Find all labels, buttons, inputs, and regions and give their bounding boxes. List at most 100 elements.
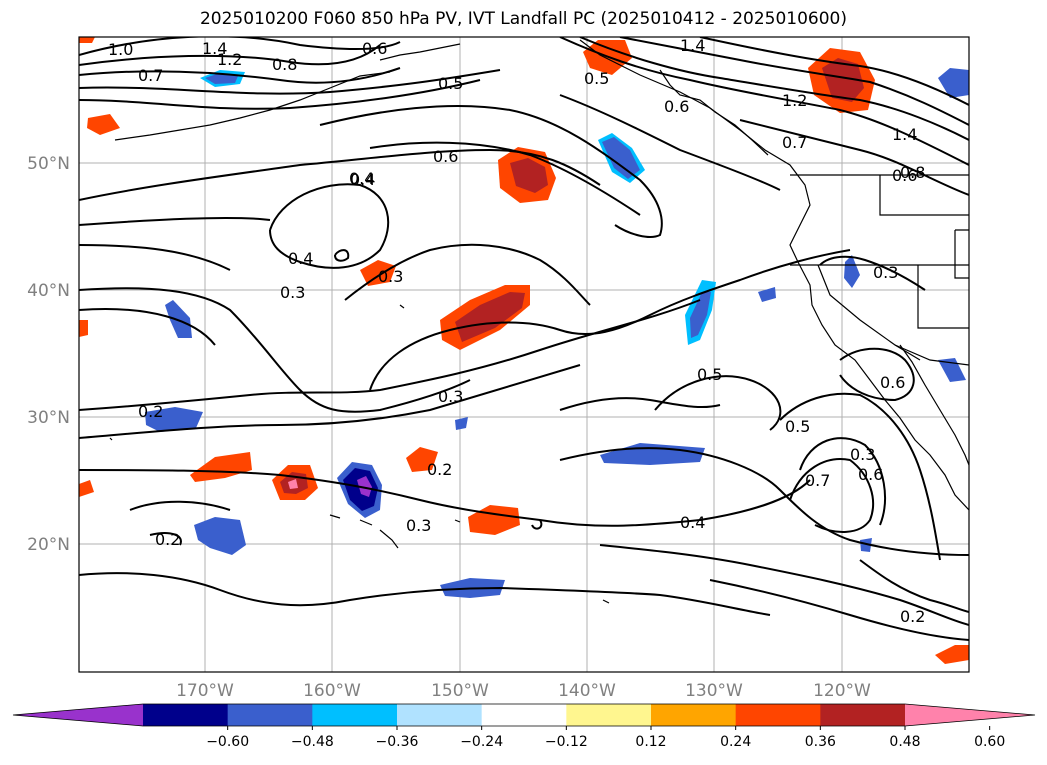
lat-tick-label: 30°N	[27, 408, 70, 428]
contour-label: 0.2	[138, 402, 163, 421]
lon-tick-labels: 170°W 160°W 150°W 140°W 130°W 120°W	[176, 681, 871, 701]
lon-tick-label: 130°W	[685, 681, 743, 701]
shade-pos-5b	[455, 292, 525, 342]
contour-label: 0.3	[438, 387, 463, 406]
shade-pos-1	[583, 40, 632, 75]
contour-label: 0.6	[880, 373, 905, 392]
colorbar-segment	[735, 704, 821, 726]
shade-pos-11	[79, 480, 94, 497]
lat-tick-labels: 50°N 40°N 30°N 20°N	[27, 154, 70, 555]
shade-pos-14	[79, 37, 95, 43]
colorbar-outline	[12, 703, 1036, 727]
shade-pos-6	[360, 260, 396, 286]
contour-label: 0.2	[427, 460, 452, 479]
colorbar-tick-label: 0.24	[720, 734, 751, 750]
contour-label: 0.5	[697, 365, 722, 384]
lon-tick-label: 120°W	[813, 681, 871, 701]
shade-pos-4	[87, 114, 120, 135]
contour-label: 0.8	[900, 163, 925, 182]
contour-label: 0.6	[892, 166, 917, 185]
shade-neg-9b	[690, 292, 711, 338]
shade-neg-2b	[602, 137, 640, 179]
lon-tick-label: 140°W	[558, 681, 616, 701]
colorbar-segment	[566, 704, 652, 726]
border-states-3	[817, 264, 921, 361]
contour-labels: 1.0 1.4 1.2 0.8 0.6 1.4 0.7 0.5 0.5 0.6 …	[108, 36, 925, 626]
contour-label: 1.0	[108, 40, 133, 59]
small-isle-3	[399, 304, 405, 309]
shade-neg-6c	[357, 476, 372, 497]
contour-label: 1.4	[202, 39, 227, 58]
shade-neg-5	[194, 517, 246, 555]
shade-neg-13	[938, 358, 966, 382]
small-isle-1	[454, 519, 461, 523]
contour-label: 0.6	[433, 147, 458, 166]
gulf-california	[899, 344, 969, 466]
contour-label: 0.6	[664, 97, 689, 116]
contour-label: 1.4	[680, 36, 705, 55]
colorbar-segment	[397, 704, 483, 726]
alaska-coast	[379, 43, 461, 61]
colorbar: −0.60 −0.48 −0.36 −0.24 −0.12 0.12 0.24 0.36 0.4…	[12, 703, 1036, 750]
shade-neg-11	[938, 68, 969, 98]
map-frame	[78, 36, 970, 673]
shade-neg-4	[145, 407, 203, 432]
small-isle-4	[109, 437, 113, 441]
colorbar-tick-label: −0.36	[376, 734, 419, 750]
colorbar-extend-min	[13, 704, 143, 726]
colorbar-tick-label: 0.60	[974, 734, 1005, 750]
contour-label: 0.4	[288, 249, 313, 268]
shade-pos-2b	[822, 58, 864, 102]
shade-neg-3	[165, 300, 192, 338]
colorbar-segment	[820, 704, 906, 726]
contour-label: 1.2	[217, 50, 242, 69]
border-mex	[894, 344, 969, 366]
contour-label: 0.5	[438, 74, 463, 93]
shade-neg-14	[455, 417, 468, 430]
colorbar-tick-label: −0.60	[206, 734, 249, 750]
lat-tick-label: 20°N	[27, 535, 70, 555]
border-states-5	[954, 229, 969, 279]
border-states-1	[879, 175, 969, 216]
contour-label: 0.3	[850, 445, 875, 464]
colorbar-tick-label: 0.12	[635, 734, 666, 750]
contour-label: 0.5	[584, 69, 609, 88]
contour-label: 0.7	[138, 66, 163, 85]
lat-tick-label: 40°N	[27, 281, 70, 301]
shade-pos-9	[406, 447, 438, 472]
colorbar-tick-label: 0.48	[889, 734, 920, 750]
shade-neg-12	[844, 255, 860, 288]
shade-pos-12	[79, 320, 88, 337]
contour-label: 1.4	[892, 125, 917, 144]
ivt-shading	[79, 37, 969, 664]
contour-label: 0.4	[349, 169, 374, 188]
contour-label: 0.2	[900, 607, 925, 626]
shade-neg-10	[758, 287, 776, 302]
contour-label: 0.4	[680, 513, 705, 532]
lon-tick-label: 170°W	[176, 681, 234, 701]
contour-label: 0.7	[782, 133, 807, 152]
contour-label: 0.8	[272, 55, 297, 74]
colorbar-segment	[227, 704, 313, 726]
contour-label: 0.5	[785, 417, 810, 436]
lon-tick-label: 150°W	[431, 681, 489, 701]
shade-neg-15	[860, 538, 872, 552]
aleutians	[114, 71, 391, 141]
contour-label: 0.3	[280, 283, 305, 302]
colorbar-segment	[143, 704, 229, 726]
contour-label: 0.3	[873, 263, 898, 282]
shade-pos-13	[935, 645, 969, 664]
colorbar-tick-label: −0.12	[545, 734, 588, 750]
shade-pos-3b	[510, 158, 548, 193]
contour-label: 0.3	[406, 516, 431, 535]
hawaii	[329, 514, 399, 549]
colorbar-segment	[481, 704, 567, 726]
small-isle-2	[602, 599, 610, 604]
shade-pos-7	[190, 452, 252, 482]
map-content	[79, 37, 969, 672]
colorbar-tick-label: 0.36	[805, 734, 836, 750]
pv-contours	[79, 37, 969, 641]
contour-label: 0.3	[378, 267, 403, 286]
colorbar-tick-label: −0.48	[291, 734, 334, 750]
